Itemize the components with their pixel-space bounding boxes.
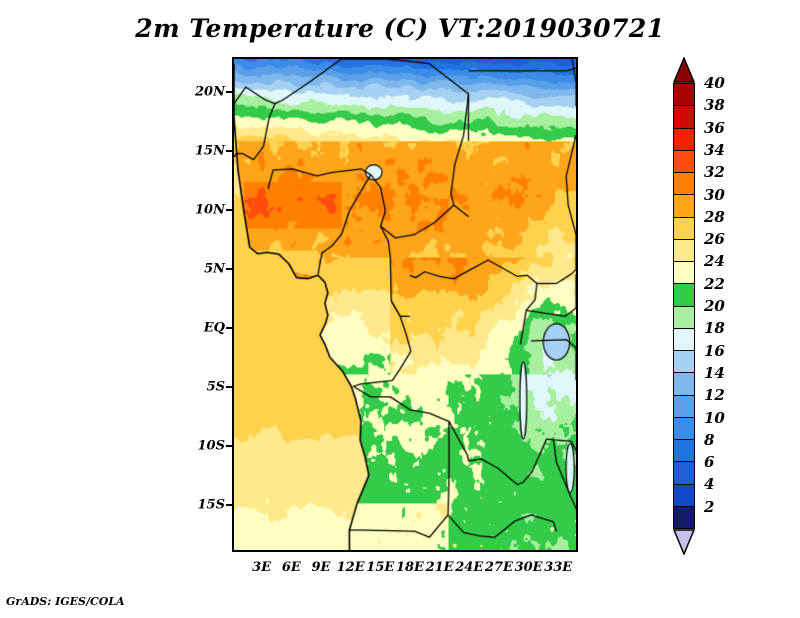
temperature-heatmap-canvas (234, 59, 576, 550)
colorbar-tick-label: 38 (704, 96, 725, 115)
colorbar-tick-label: 8 (704, 430, 715, 449)
colorbar-tick-label: 16 (704, 341, 725, 360)
colorbar-tick-label: 28 (704, 207, 725, 226)
page-title: 2m Temperature (C) VT:2019030721 (135, 14, 665, 43)
y-axis-tick-label: 5S (206, 379, 225, 395)
colorbar-swatch (674, 373, 694, 396)
colorbar-swatches (673, 83, 695, 529)
x-axis-tick-label: 12E (336, 560, 365, 575)
colorbar-swatch (674, 173, 694, 196)
colorbar-swatch (674, 195, 694, 218)
colorbar[interactable] (673, 57, 695, 555)
footer-credit: GrADS: IGES/COLA (6, 595, 125, 608)
y-axis-tick-label: 10N (195, 202, 225, 218)
colorbar-swatch (674, 462, 694, 485)
x-axis-tick-label: 18E (395, 560, 424, 575)
colorbar-swatch (674, 328, 694, 351)
colorbar-swatch (674, 284, 694, 307)
x-axis-tick-label: 9E (311, 560, 331, 575)
colorbar-under-arrow-icon (673, 529, 695, 555)
x-axis-tick-label: 6E (281, 560, 301, 575)
colorbar-tick-label: 34 (704, 140, 725, 159)
colorbar-tick-label: 30 (704, 185, 725, 204)
colorbar-swatch (674, 262, 694, 285)
x-axis-tick-label: 21E (425, 560, 454, 575)
colorbar-tick-label: 24 (704, 252, 725, 271)
colorbar-tick-label: 10 (704, 408, 725, 427)
colorbar-tick-label: 4 (704, 475, 715, 494)
map-plot-area[interactable] (232, 57, 578, 552)
colorbar-tick-label: 36 (704, 118, 725, 137)
colorbar-swatch (674, 417, 694, 440)
colorbar-swatch (674, 128, 694, 151)
colorbar-swatch (674, 440, 694, 463)
colorbar-tick-label: 14 (704, 363, 725, 382)
colorbar-tick-label: 2 (704, 497, 715, 516)
colorbar-tick-label: 20 (704, 297, 725, 315)
colorbar-swatch (674, 217, 694, 240)
colorbar-swatch (674, 239, 694, 262)
colorbar-tick-label: 22 (704, 274, 725, 293)
y-axis-tick-label: 15S (197, 497, 225, 513)
y-axis-tick-label: 5N (204, 261, 225, 277)
x-axis-tick-label: 24E (455, 560, 484, 575)
colorbar-swatch (674, 84, 694, 107)
x-axis-tick-label: 3E (252, 560, 272, 575)
colorbar-tick-label: 26 (704, 230, 725, 249)
colorbar-tick-label: 18 (704, 319, 725, 338)
colorbar-swatch (674, 306, 694, 329)
y-axis-tick-label: 15N (195, 143, 225, 159)
x-axis-tick-label: 15E (366, 560, 395, 575)
colorbar-swatch (674, 150, 694, 173)
colorbar-swatch (674, 484, 694, 507)
colorbar-tick-label: 12 (704, 386, 725, 405)
colorbar-swatch (674, 395, 694, 418)
colorbar-swatch (674, 106, 694, 129)
colorbar-tick-label: 6 (704, 453, 715, 472)
colorbar-tick-label: 40 (704, 74, 725, 92)
colorbar-over-arrow-icon (673, 57, 695, 83)
colorbar-tick-label: 32 (704, 163, 725, 182)
y-axis-tick-label: EQ (203, 320, 225, 336)
colorbar-swatch (674, 506, 694, 528)
x-axis-tick-label: 30E (514, 560, 543, 575)
x-axis-tick-label: 27E (484, 560, 513, 575)
colorbar-swatch (674, 351, 694, 374)
x-axis-tick-label: 33E (544, 560, 573, 575)
y-axis-tick-label: 20N (195, 84, 225, 100)
y-axis-tick-label: 10S (197, 438, 225, 454)
